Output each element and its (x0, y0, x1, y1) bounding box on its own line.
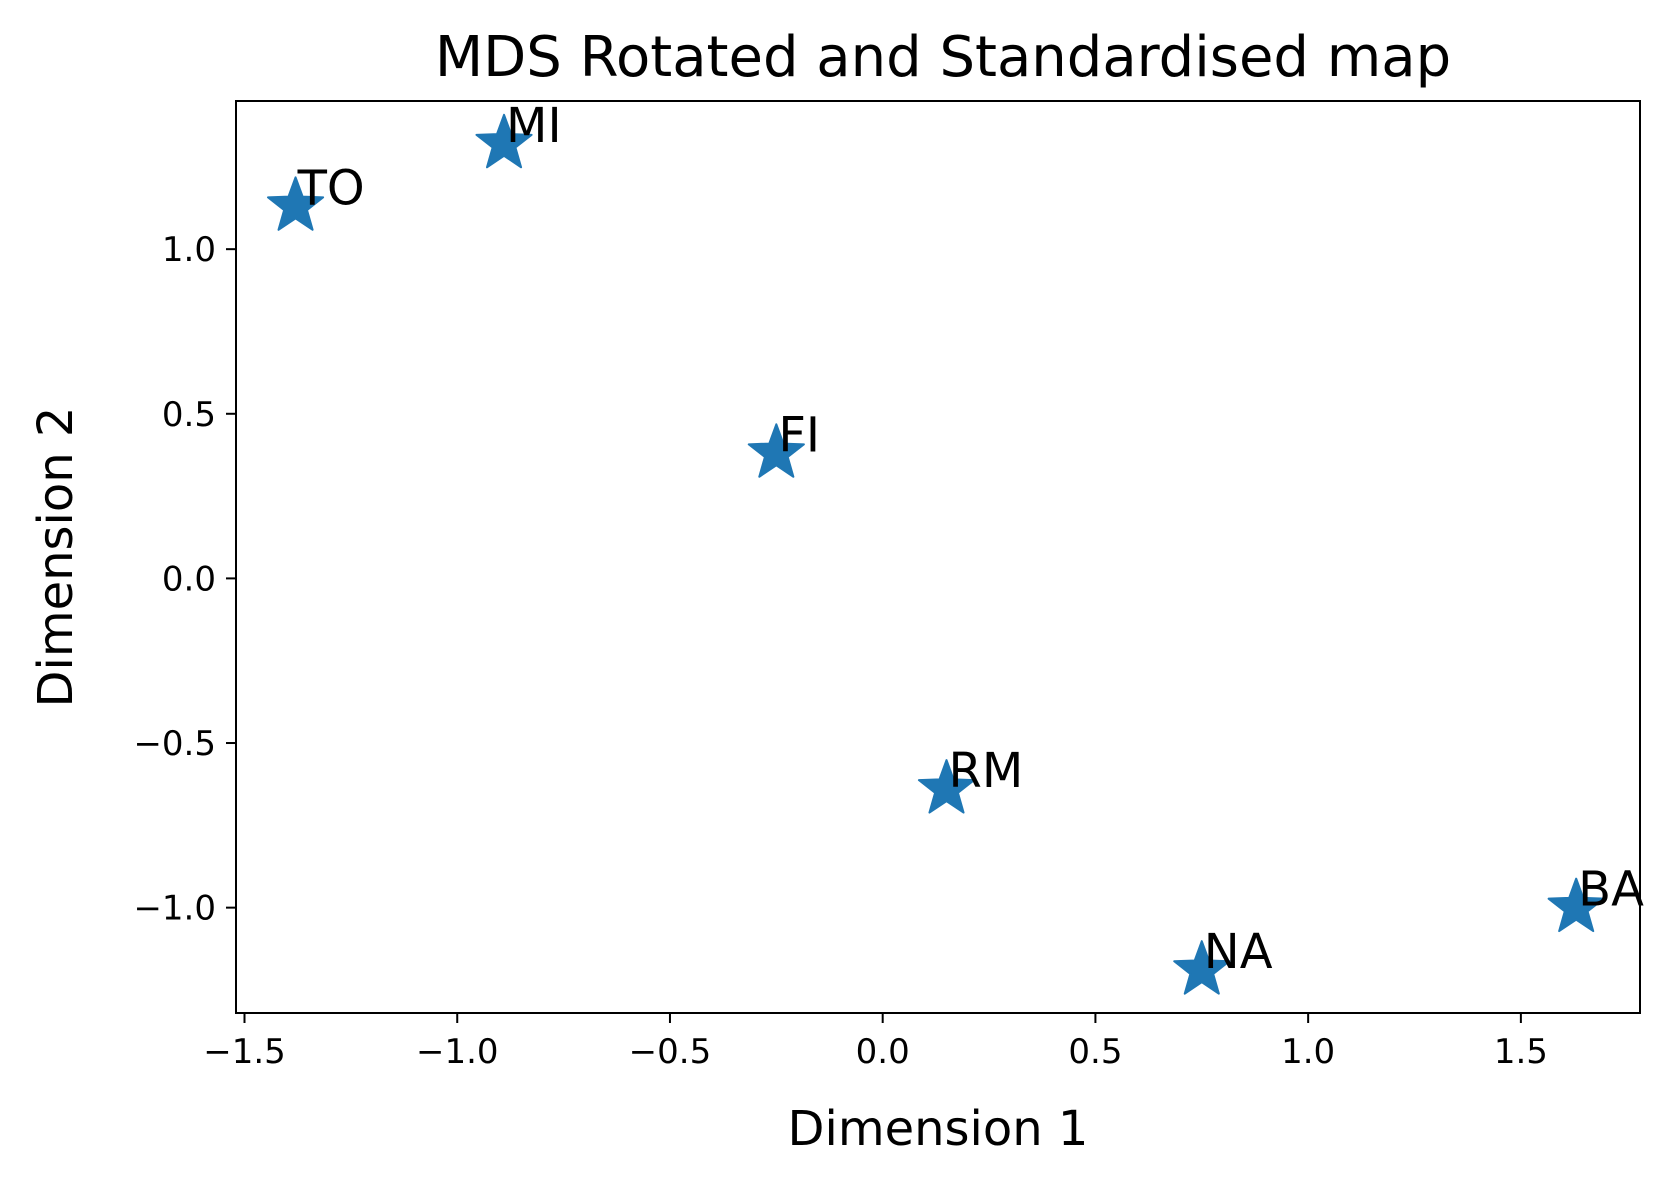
point-label: BA (1578, 862, 1644, 918)
data-points: TO MI FI RM NA BA (266, 98, 1644, 995)
y-tick-label: 1.0 (162, 230, 216, 270)
star-marker (917, 759, 976, 814)
y-tick-label: −1.0 (133, 889, 216, 929)
plot-area-frame (235, 100, 1641, 1014)
point-label: TO (297, 160, 365, 216)
star-marker (1547, 877, 1605, 933)
y-axis-label: Dimension 2 (28, 407, 84, 708)
x-axis-label: Dimension 1 (788, 1101, 1089, 1157)
star-marker (1173, 940, 1231, 995)
y-axis-ticks: −1.0 −0.5 0.0 0.5 1.0 (133, 230, 236, 929)
y-tick-label: −0.5 (133, 724, 216, 764)
y-tick-label: 0.0 (162, 559, 216, 599)
x-tick-label: 0.5 (1068, 1032, 1122, 1072)
chart-title: MDS Rotated and Standardised map (435, 25, 1451, 90)
point-label: FI (778, 407, 820, 463)
point-label: RM (949, 743, 1024, 799)
point-label: NA (1204, 924, 1273, 980)
x-tick-label: −1.5 (203, 1032, 286, 1072)
point-label: MI (506, 98, 562, 154)
x-tick-label: −0.5 (629, 1032, 712, 1072)
x-tick-label: 1.5 (1494, 1032, 1548, 1072)
y-tick-label: 0.5 (162, 395, 216, 435)
x-tick-label: 0.0 (856, 1032, 910, 1072)
x-tick-label: −1.0 (416, 1032, 499, 1072)
x-axis-ticks: −1.5 −1.0 −0.5 0.0 0.5 1.0 1.5 (203, 1013, 1548, 1072)
star-marker (475, 113, 533, 169)
star-marker (266, 176, 325, 231)
x-tick-label: 1.0 (1281, 1032, 1335, 1072)
star-marker (747, 423, 805, 478)
